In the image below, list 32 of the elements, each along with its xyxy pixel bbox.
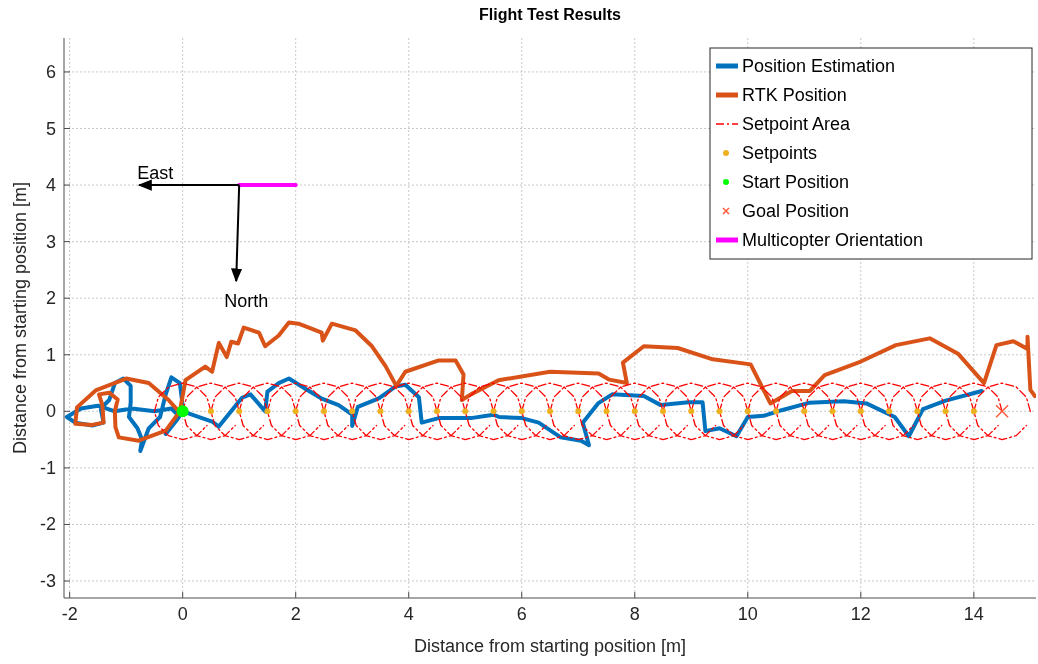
- x-tick-label: 8: [629, 604, 640, 624]
- y-tick-label: 0: [45, 401, 56, 422]
- legend-label: Position Estimation: [742, 56, 896, 76]
- chart-title: Flight Test Results: [479, 6, 622, 23]
- y-axis-title: Distance from starting position [m]: [10, 181, 30, 455]
- y-tick-label: -3: [39, 571, 56, 592]
- x-tick-label: 10: [737, 604, 758, 624]
- x-tick-label: -2: [61, 604, 78, 624]
- annotation: East: [137, 163, 174, 184]
- x-tick-label: 0: [177, 604, 188, 624]
- legend-label: Setpoints: [742, 143, 818, 163]
- y-tick-label: 2: [45, 288, 56, 309]
- x-tick-label: 6: [516, 604, 527, 624]
- y-tick-label: 3: [45, 231, 56, 252]
- y-tick-label: -1: [39, 457, 56, 478]
- x-axis-title: Distance from starting position [m]: [413, 636, 687, 656]
- annotation: North: [224, 291, 269, 312]
- x-tick-label: 14: [963, 604, 984, 624]
- legend-label: Goal Position: [742, 201, 850, 221]
- y-tick-label: 6: [45, 61, 56, 82]
- y-tick-label: -2: [39, 514, 56, 535]
- x-tick-label: 4: [403, 604, 414, 624]
- legend-label: Setpoint Area: [742, 114, 852, 134]
- x-tick-label: 2: [290, 604, 301, 624]
- legend-label: Multicopter Orientation: [742, 230, 924, 250]
- y-tick-label: 4: [45, 175, 56, 196]
- legend-label: RTK Position: [742, 85, 847, 105]
- y-tick-label: 5: [45, 118, 56, 139]
- x-tick-label: 12: [850, 604, 871, 624]
- y-tick-label: 1: [45, 344, 56, 365]
- line-series: [73, 320, 1036, 443]
- legend-label: Start Position: [742, 172, 850, 192]
